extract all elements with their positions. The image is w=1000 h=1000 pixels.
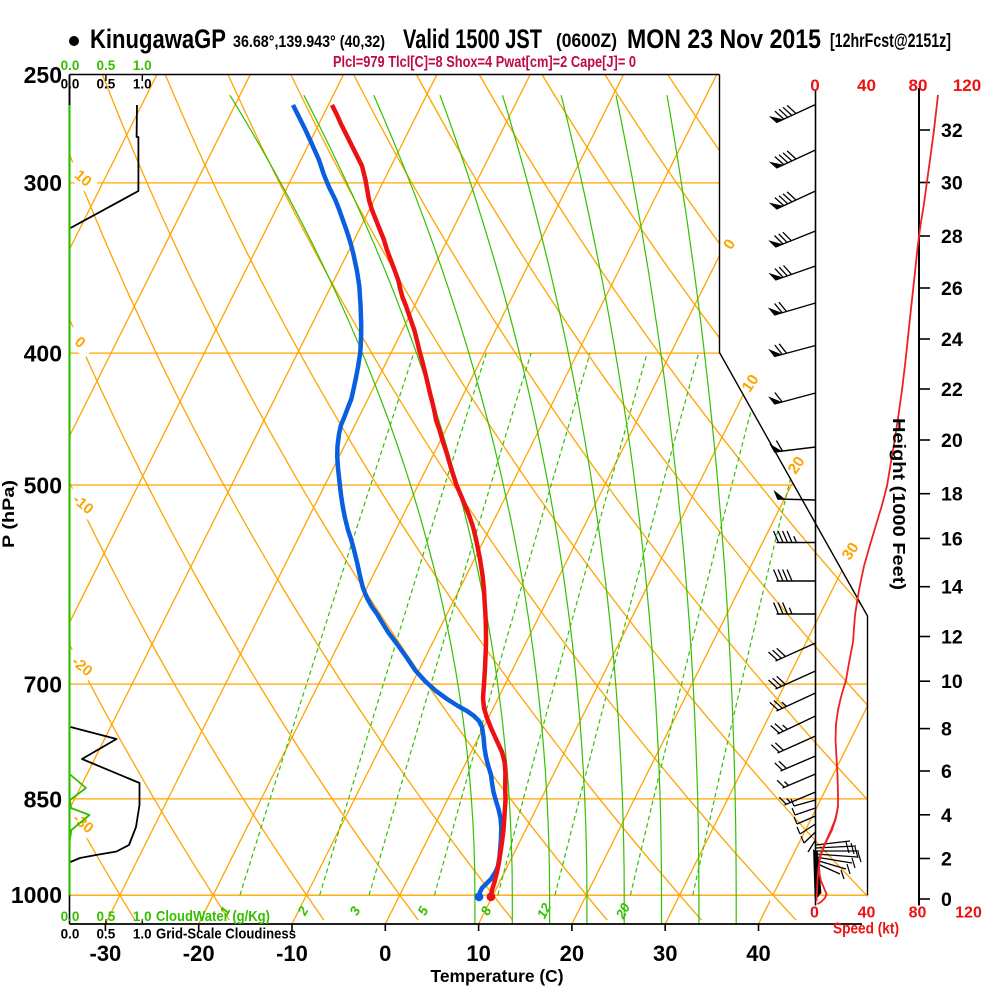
svg-text:1.0: 1.0: [133, 77, 152, 92]
svg-text:1.0: 1.0: [133, 927, 152, 942]
svg-text:0.5: 0.5: [97, 909, 116, 924]
svg-text:4: 4: [941, 805, 952, 827]
svg-text:30: 30: [941, 173, 963, 195]
svg-text:250: 250: [24, 62, 62, 88]
svg-text:20: 20: [785, 454, 809, 478]
svg-text:[12hrFcst@2151z]: [12hrFcst@2151z]: [830, 30, 951, 52]
svg-text:16: 16: [941, 528, 963, 550]
svg-text:26: 26: [941, 278, 963, 300]
svg-text:80: 80: [909, 76, 928, 95]
svg-text:30: 30: [839, 540, 863, 564]
svg-text:0.0: 0.0: [61, 58, 80, 73]
svg-text:0.5: 0.5: [97, 927, 116, 942]
svg-text:6: 6: [941, 761, 952, 783]
svg-text:30: 30: [653, 941, 677, 966]
svg-text:MON 23 Nov 2015: MON 23 Nov 2015: [627, 24, 821, 54]
svg-text:20: 20: [612, 900, 633, 922]
svg-text:KinugawaGP: KinugawaGP: [90, 24, 226, 54]
svg-text:36.68°,139.943° (40,32): 36.68°,139.943° (40,32): [233, 32, 385, 51]
svg-text:1000: 1000: [11, 882, 62, 908]
svg-text:850: 850: [24, 787, 62, 813]
svg-text:0.0: 0.0: [61, 927, 80, 942]
svg-text:(0600Z): (0600Z): [556, 31, 617, 52]
svg-text:10: 10: [739, 372, 763, 396]
svg-text:Plcl=979 Tlcl[C]=8 Shox=4 Pwat: Plcl=979 Tlcl[C]=8 Shox=4 Pwat[cm]=2 Cap…: [333, 54, 636, 71]
svg-text:28: 28: [941, 226, 963, 248]
svg-text:Speed (kt): Speed (kt): [833, 921, 899, 938]
svg-text:Grid-Scale Cloudiness: Grid-Scale Cloudiness: [156, 926, 296, 943]
svg-text:14: 14: [941, 577, 963, 599]
svg-text:500: 500: [24, 473, 62, 499]
svg-text:120: 120: [953, 76, 981, 95]
svg-text:0: 0: [941, 889, 952, 911]
svg-text:400: 400: [24, 340, 62, 366]
svg-text:1.0: 1.0: [133, 58, 152, 73]
svg-text:CloudWater (g/Kg): CloudWater (g/Kg): [156, 908, 270, 925]
svg-text:1.0: 1.0: [133, 909, 152, 924]
svg-text:-10: -10: [276, 941, 308, 966]
svg-text:Height (1000 Feet): Height (1000 Feet): [889, 418, 909, 590]
svg-text:8: 8: [941, 719, 952, 741]
svg-text:40: 40: [746, 941, 770, 966]
svg-text:0.5: 0.5: [97, 77, 116, 92]
svg-text:20: 20: [560, 941, 584, 966]
svg-text:12: 12: [941, 627, 963, 649]
svg-text:-20: -20: [183, 941, 215, 966]
svg-text:22: 22: [941, 379, 963, 401]
svg-text:Temperature (C): Temperature (C): [431, 966, 564, 986]
svg-text:10: 10: [466, 941, 490, 966]
svg-text:20: 20: [941, 430, 963, 452]
svg-text:Valid 1500 JST: Valid 1500 JST: [403, 24, 542, 54]
svg-text:300: 300: [24, 170, 62, 196]
svg-text:12: 12: [534, 900, 555, 921]
svg-text:0.5: 0.5: [97, 58, 116, 73]
svg-text:40: 40: [858, 905, 876, 922]
svg-text:0: 0: [379, 941, 391, 966]
svg-text:24: 24: [941, 329, 963, 351]
svg-text:-30: -30: [90, 941, 122, 966]
svg-text:P (hPa): P (hPa): [0, 480, 18, 548]
svg-text:40: 40: [857, 76, 876, 95]
svg-text:10: 10: [941, 671, 963, 693]
svg-text:0.0: 0.0: [61, 909, 80, 924]
svg-text:80: 80: [909, 905, 927, 922]
svg-text:18: 18: [941, 484, 963, 506]
svg-text:120: 120: [955, 905, 982, 922]
svg-text:2: 2: [941, 849, 952, 871]
svg-text:0: 0: [810, 76, 819, 95]
svg-text:700: 700: [24, 672, 62, 698]
svg-text:0: 0: [810, 905, 819, 922]
svg-text:0.0: 0.0: [61, 77, 80, 92]
svg-text:32: 32: [941, 120, 963, 142]
